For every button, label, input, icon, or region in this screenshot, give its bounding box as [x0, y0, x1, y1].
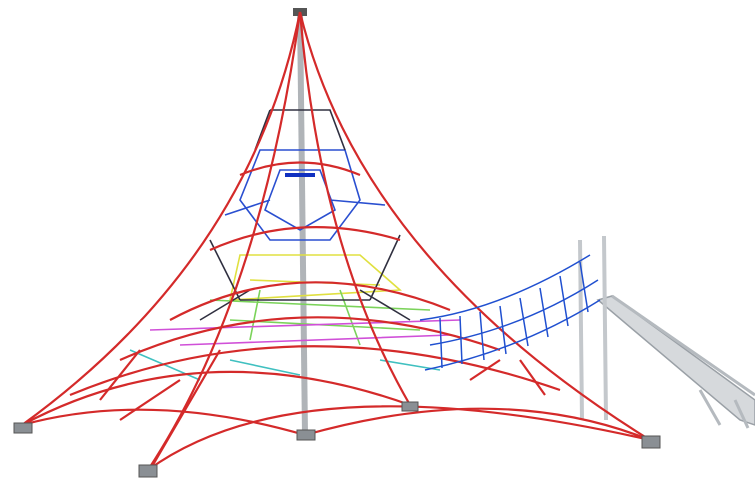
- page-body: [0, 0, 755, 486]
- page: {} html, body { margin: 0; padding: 0; b…: [0, 0, 755, 486]
- anchor: [139, 465, 157, 477]
- anchor: [642, 436, 660, 448]
- anchor: [402, 402, 418, 411]
- playground-image: [0, 0, 755, 486]
- anchor: [297, 430, 315, 440]
- background: [0, 0, 755, 486]
- anchor: [14, 423, 32, 433]
